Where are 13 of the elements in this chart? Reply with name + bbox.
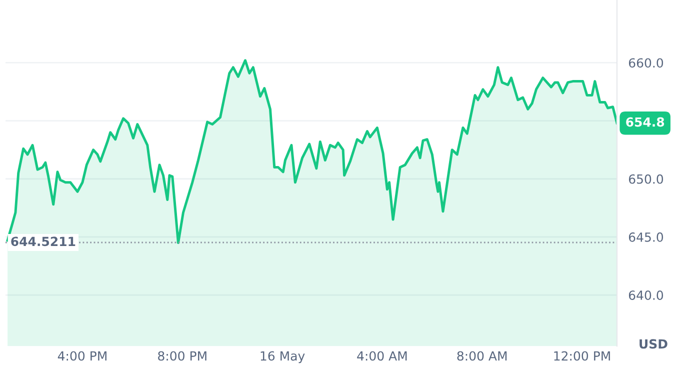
y-axis-title: USD bbox=[640, 339, 668, 349]
y-tick-label: 645.0 bbox=[628, 232, 664, 242]
x-tick-label: 12:00 PM bbox=[554, 351, 610, 361]
y-tick-label: 660.0 bbox=[628, 58, 664, 68]
ref-line-label: 644.5211 bbox=[11, 236, 76, 246]
x-tick-label: 16 May bbox=[260, 351, 305, 364]
y-tick-label: 650.0 bbox=[628, 174, 664, 184]
x-tick-label: 8:00 PM bbox=[158, 351, 206, 361]
x-tick-label: 4:00 PM bbox=[58, 351, 106, 361]
y-tick-label: 640.0 bbox=[628, 290, 664, 300]
x-tick-label: 4:00 AM bbox=[357, 351, 407, 361]
x-tick-label: 8:00 AM bbox=[457, 351, 507, 361]
text: 654.8 bbox=[626, 117, 664, 127]
